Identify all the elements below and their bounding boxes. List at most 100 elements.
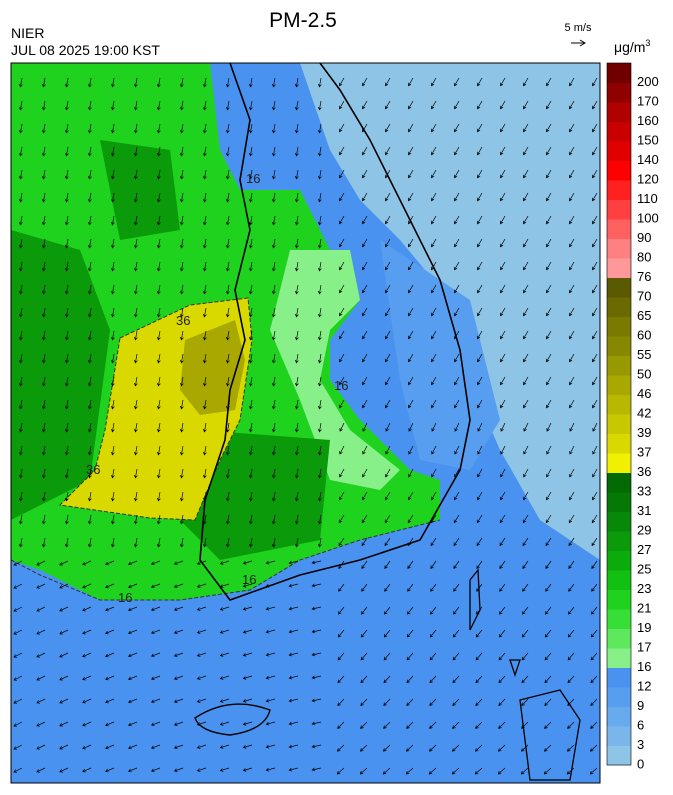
wind-arrow [431, 261, 437, 271]
wind-arrow [42, 169, 46, 180]
wind-arrow [384, 583, 391, 592]
wind-arrow [249, 261, 253, 272]
wind-arrow [318, 169, 322, 180]
wind-arrow [318, 100, 322, 111]
wind-arrow [361, 560, 368, 569]
wind-arrow [385, 491, 391, 501]
wind-arrow [272, 261, 276, 272]
wind-arrow [295, 445, 299, 456]
wind-arrow [272, 353, 276, 364]
wind-arrow [523, 445, 529, 455]
wind-arrow [272, 422, 276, 433]
wind-arrow [65, 537, 69, 548]
wind-arrow [339, 215, 345, 225]
wind-arrow [339, 238, 345, 248]
wind-arrow [453, 560, 460, 569]
colorbar-label: 60 [637, 327, 651, 342]
wind-arrow [477, 146, 483, 156]
wind-arrow [272, 192, 276, 203]
wind-arrow [203, 123, 207, 134]
wind-arrow [65, 77, 69, 88]
wind-arrow [385, 215, 391, 225]
wind-arrow [226, 468, 230, 479]
colorbar-segment [607, 628, 631, 649]
wind-arrow [88, 261, 92, 272]
wind-arrow [295, 353, 299, 364]
wind-arrow [173, 721, 184, 726]
wind-arrow [19, 491, 23, 502]
wind-arrow [569, 330, 575, 340]
wind-arrow [385, 238, 391, 248]
colorbar-segment [607, 706, 631, 727]
wind-arrow [385, 445, 391, 455]
wind-arrow [157, 445, 161, 456]
wind-arrow [272, 238, 276, 249]
wind-arrow [592, 123, 598, 133]
wind-arrow [454, 192, 460, 202]
wind-arrow [13, 606, 23, 612]
wind-arrow [19, 445, 23, 456]
wind-arrow [429, 675, 437, 684]
wind-arrow [338, 537, 345, 547]
wind-arrow [65, 100, 69, 111]
wind-arrow [13, 583, 23, 589]
wind-arrow [568, 514, 575, 524]
wind-arrow [219, 560, 230, 565]
wind-arrow [13, 767, 23, 773]
wind-arrow [226, 169, 230, 180]
colorbar-segment [607, 277, 631, 298]
wind-arrow [272, 330, 276, 341]
wind-arrow [499, 560, 506, 569]
wind-arrow [360, 629, 368, 638]
wind-arrow [545, 583, 552, 592]
wind-arrow [128, 652, 138, 658]
wind-arrow [408, 376, 414, 386]
wind-arrow [523, 468, 529, 478]
wind-arrow [592, 491, 598, 501]
wind-arrow [180, 330, 184, 341]
wind-arrow [265, 583, 276, 588]
wind-arrow [406, 698, 414, 707]
wind-arrow [226, 238, 230, 249]
wind-arrow [431, 330, 437, 340]
wind-arrow [546, 284, 552, 294]
wind-arrow [226, 422, 230, 433]
agency: NIER [11, 25, 44, 41]
wind-scale-label: 5 m/s [565, 22, 592, 34]
wind-arrow [82, 629, 92, 635]
wind-arrow [249, 307, 253, 318]
wind-arrow [339, 77, 345, 87]
wind-arrow [134, 192, 138, 203]
colorbar-segment [607, 355, 631, 376]
wind-arrow [428, 744, 437, 752]
wind-arrow [249, 284, 253, 295]
wind-arrow [82, 652, 92, 658]
wind-arrow [362, 261, 368, 271]
wind-arrow [226, 123, 230, 134]
wind-arrow [249, 514, 253, 525]
wind-arrow [105, 560, 115, 566]
wind-arrow [362, 422, 368, 432]
wind-arrow [226, 284, 230, 295]
wind-arrow [226, 77, 230, 88]
wind-arrow [500, 238, 506, 248]
wind-arrow [567, 721, 575, 729]
wind-arrow [157, 399, 161, 410]
wind-arrow [105, 583, 115, 589]
wind-arrow [65, 284, 69, 295]
wind-arrow [431, 353, 437, 363]
wind-arrow [523, 491, 529, 501]
wind-arrow [408, 169, 414, 179]
wind-arrow [385, 330, 391, 340]
wind-arrow [431, 284, 437, 294]
wind-arrow [59, 675, 69, 681]
wind-arrow [59, 606, 69, 612]
wind-arrow [157, 284, 161, 295]
wind-arrow [544, 629, 552, 638]
wind-arrow [339, 376, 345, 386]
colorbar-segment [607, 687, 631, 707]
wind-arrow [196, 560, 207, 565]
wind-arrow [219, 652, 230, 657]
colorbar-segment [607, 414, 631, 434]
wind-arrow [157, 376, 161, 387]
